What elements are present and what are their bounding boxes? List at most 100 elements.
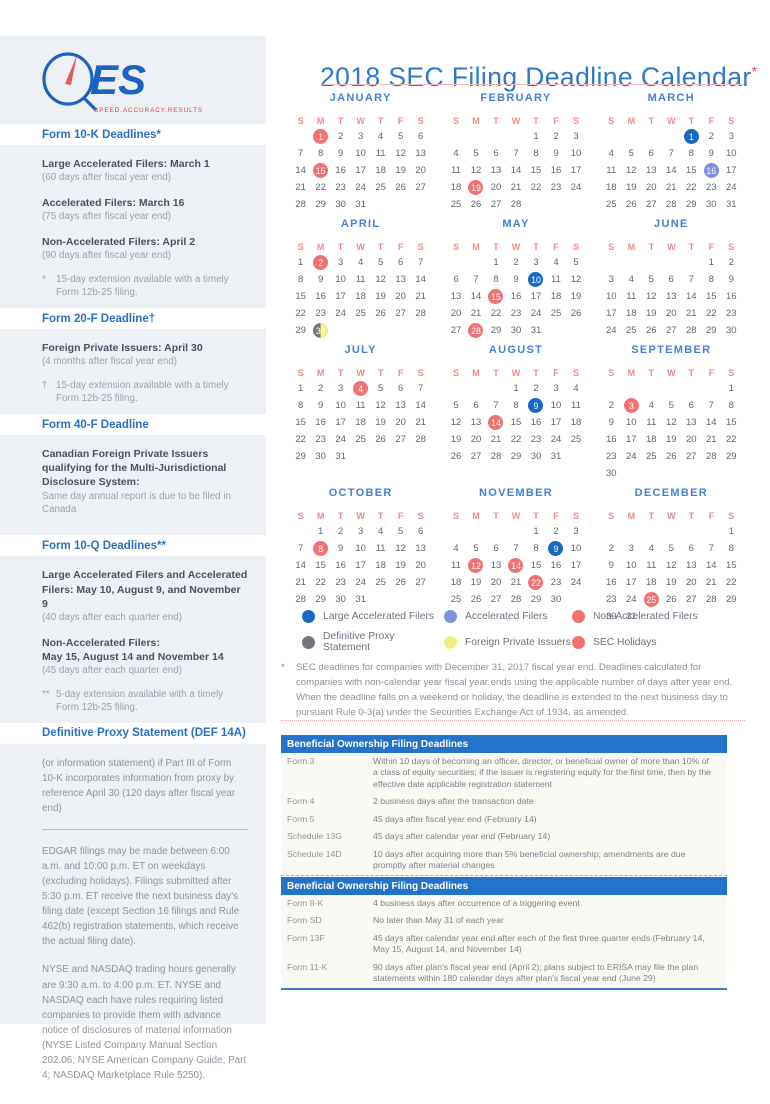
- calendar-day: 20: [686, 434, 697, 445]
- empty-cell: [681, 380, 701, 397]
- calendar-day: 15: [295, 291, 306, 302]
- calendar-day: 27: [646, 199, 657, 210]
- calendar-day: 14: [666, 165, 677, 176]
- calendar-day: 9: [728, 274, 734, 285]
- beneficial-ownership-table-2: Beneficial Ownership Filing Deadlines Fo…: [281, 877, 727, 990]
- calendar-day: 11: [355, 400, 366, 411]
- calendar-day: 8: [728, 543, 734, 554]
- calendar-day: 18: [375, 560, 386, 571]
- deadline-entry: Accelerated Filers: March 16 (75 days aft…: [42, 196, 248, 224]
- empty-cell: [641, 254, 661, 271]
- form-name: Form 5: [287, 813, 315, 824]
- highlight-sec-holiday: 8: [313, 541, 329, 556]
- calendar-day: 17: [570, 165, 582, 176]
- empty-cell: [661, 523, 681, 540]
- form-name: Form 13F: [287, 932, 325, 943]
- calendar-day: 22: [315, 577, 326, 588]
- calendar-day: 11: [571, 400, 581, 411]
- weekday-header: W: [667, 115, 676, 126]
- calendar-day: 8: [311, 540, 331, 557]
- weekday-header: S: [728, 241, 735, 252]
- calendar-day: 19: [375, 291, 386, 302]
- deadline-entry: Foreign Private Issuers: April 30 (4 mont…: [42, 341, 248, 369]
- weekday-header: T: [688, 115, 695, 126]
- month-title: MAY: [502, 218, 530, 230]
- calendar-day: 29: [510, 451, 522, 462]
- calendar-day: 4: [648, 543, 654, 554]
- weekday-header: T: [493, 367, 499, 378]
- calendar-day: 12: [626, 165, 637, 176]
- legend-item-definitive-proxy-statement: Definitive Proxy Statement: [302, 631, 444, 653]
- calendar-day: 23: [550, 577, 562, 588]
- calendar-day: 8: [708, 274, 714, 285]
- calendar-day: 28: [666, 199, 677, 210]
- footnote-marker: *: [281, 662, 285, 673]
- calendar-day: 30: [706, 199, 717, 210]
- weekday-header: S: [452, 241, 459, 252]
- weekday-header: T: [533, 115, 539, 126]
- calendar-day: 23: [706, 182, 717, 193]
- weekday-header: F: [397, 367, 404, 378]
- form-name: Form 11-K: [287, 961, 328, 972]
- weekday-header: T: [377, 510, 384, 521]
- deadline-description: 2 business days after the transaction da…: [373, 796, 534, 807]
- month-days: S M T W T F S 1 2 3 4 5 6 7 8 9 10 11 12 13 14 15 16 17 18 19 20 21…: [444, 508, 588, 608]
- month-days: S M T W T F S 1 2 3 4 5 6 7 8 9 10 11 12 13 14 15 16 17 18 19 20 21…: [599, 239, 743, 339]
- deadline-title: Large Accelerated Filers: March 1: [42, 158, 210, 170]
- highlight-sec-holiday: 28: [468, 323, 484, 338]
- calendar-day: 4: [648, 400, 654, 411]
- legend-item-sec-holidays: SEC Holidays: [572, 635, 754, 649]
- calendar-day: 31: [530, 325, 542, 336]
- calendar-day: 19: [646, 308, 657, 319]
- month-june: JUNE S M T W T F S 1 2 3 4 5 6 7 8 9 10 11 12 13 14 15 16 17 18 19…: [599, 218, 743, 339]
- calendar-day: 16: [701, 162, 721, 179]
- calendar-day: 27: [395, 308, 406, 319]
- month-title: FEBRUARY: [480, 92, 552, 104]
- calendar-day: 9: [546, 540, 566, 557]
- legend-dot-large-accelerated-filers: [302, 609, 315, 623]
- calendar-day: 20: [666, 308, 677, 319]
- calendar-day: 11: [451, 165, 461, 176]
- calendar-day: 5: [628, 148, 634, 159]
- calendar-day: 1: [513, 383, 519, 394]
- calendar-day: 5: [453, 400, 459, 411]
- calendar-day: 17: [335, 417, 346, 428]
- calendar-day: 15: [726, 417, 737, 428]
- calendar-day: 17: [550, 417, 562, 428]
- calendar-day: 18: [375, 165, 386, 176]
- calendar-day: 12: [666, 560, 677, 571]
- legend-item-foreign-private-issuers: Foreign Private Issuers: [444, 635, 572, 649]
- calendar-day: 14: [486, 414, 506, 431]
- month-days: S M T W T F S 1 2 3 4 5 6 7 8 9 10 11 12 13 14 15 16 17 18 19 20 21…: [599, 365, 743, 482]
- calendar-day: 7: [418, 257, 424, 268]
- calendar-day: 2: [553, 526, 559, 537]
- weekday-header: T: [688, 510, 695, 521]
- month-may: MAY S M T W T F S 1 2 3 4 5 6 7 8 9 10 11 12 13 14 15 16 17 18 19 2…: [444, 218, 588, 339]
- calendar-day: 31: [355, 594, 366, 605]
- calendar-day: 11: [375, 543, 386, 554]
- calendar-day: 20: [470, 434, 482, 445]
- calendar-day: 8: [533, 148, 539, 159]
- weekday-header: W: [667, 367, 676, 378]
- calendar-day: 15: [686, 165, 697, 176]
- calendar-day: 26: [470, 199, 482, 210]
- calendar-day: 20: [395, 291, 406, 302]
- calendar-day: 4: [358, 257, 364, 268]
- form-name: Schedule 14D: [287, 848, 342, 859]
- calendar-day: 29: [295, 325, 306, 336]
- weekday-header: F: [553, 510, 559, 521]
- calendar-day: 19: [666, 434, 677, 445]
- calendar-day: 23: [315, 308, 326, 319]
- calendar-day: 22: [726, 577, 737, 588]
- calendar-day: 19: [375, 417, 386, 428]
- table-row: Schedule 13G 45 days after calendar year …: [281, 828, 727, 845]
- weekday-header: F: [708, 115, 715, 126]
- calendar-day: 23: [606, 451, 617, 462]
- calendar-day: 18: [450, 577, 462, 588]
- empty-cell: [601, 523, 621, 540]
- table-row: Form SD No later than May 31 of each year: [281, 912, 727, 929]
- weekday-header: F: [397, 510, 404, 521]
- calendar-day: 21: [510, 182, 522, 193]
- calendar-day: 24: [570, 182, 582, 193]
- calendar-day: 18: [450, 182, 462, 193]
